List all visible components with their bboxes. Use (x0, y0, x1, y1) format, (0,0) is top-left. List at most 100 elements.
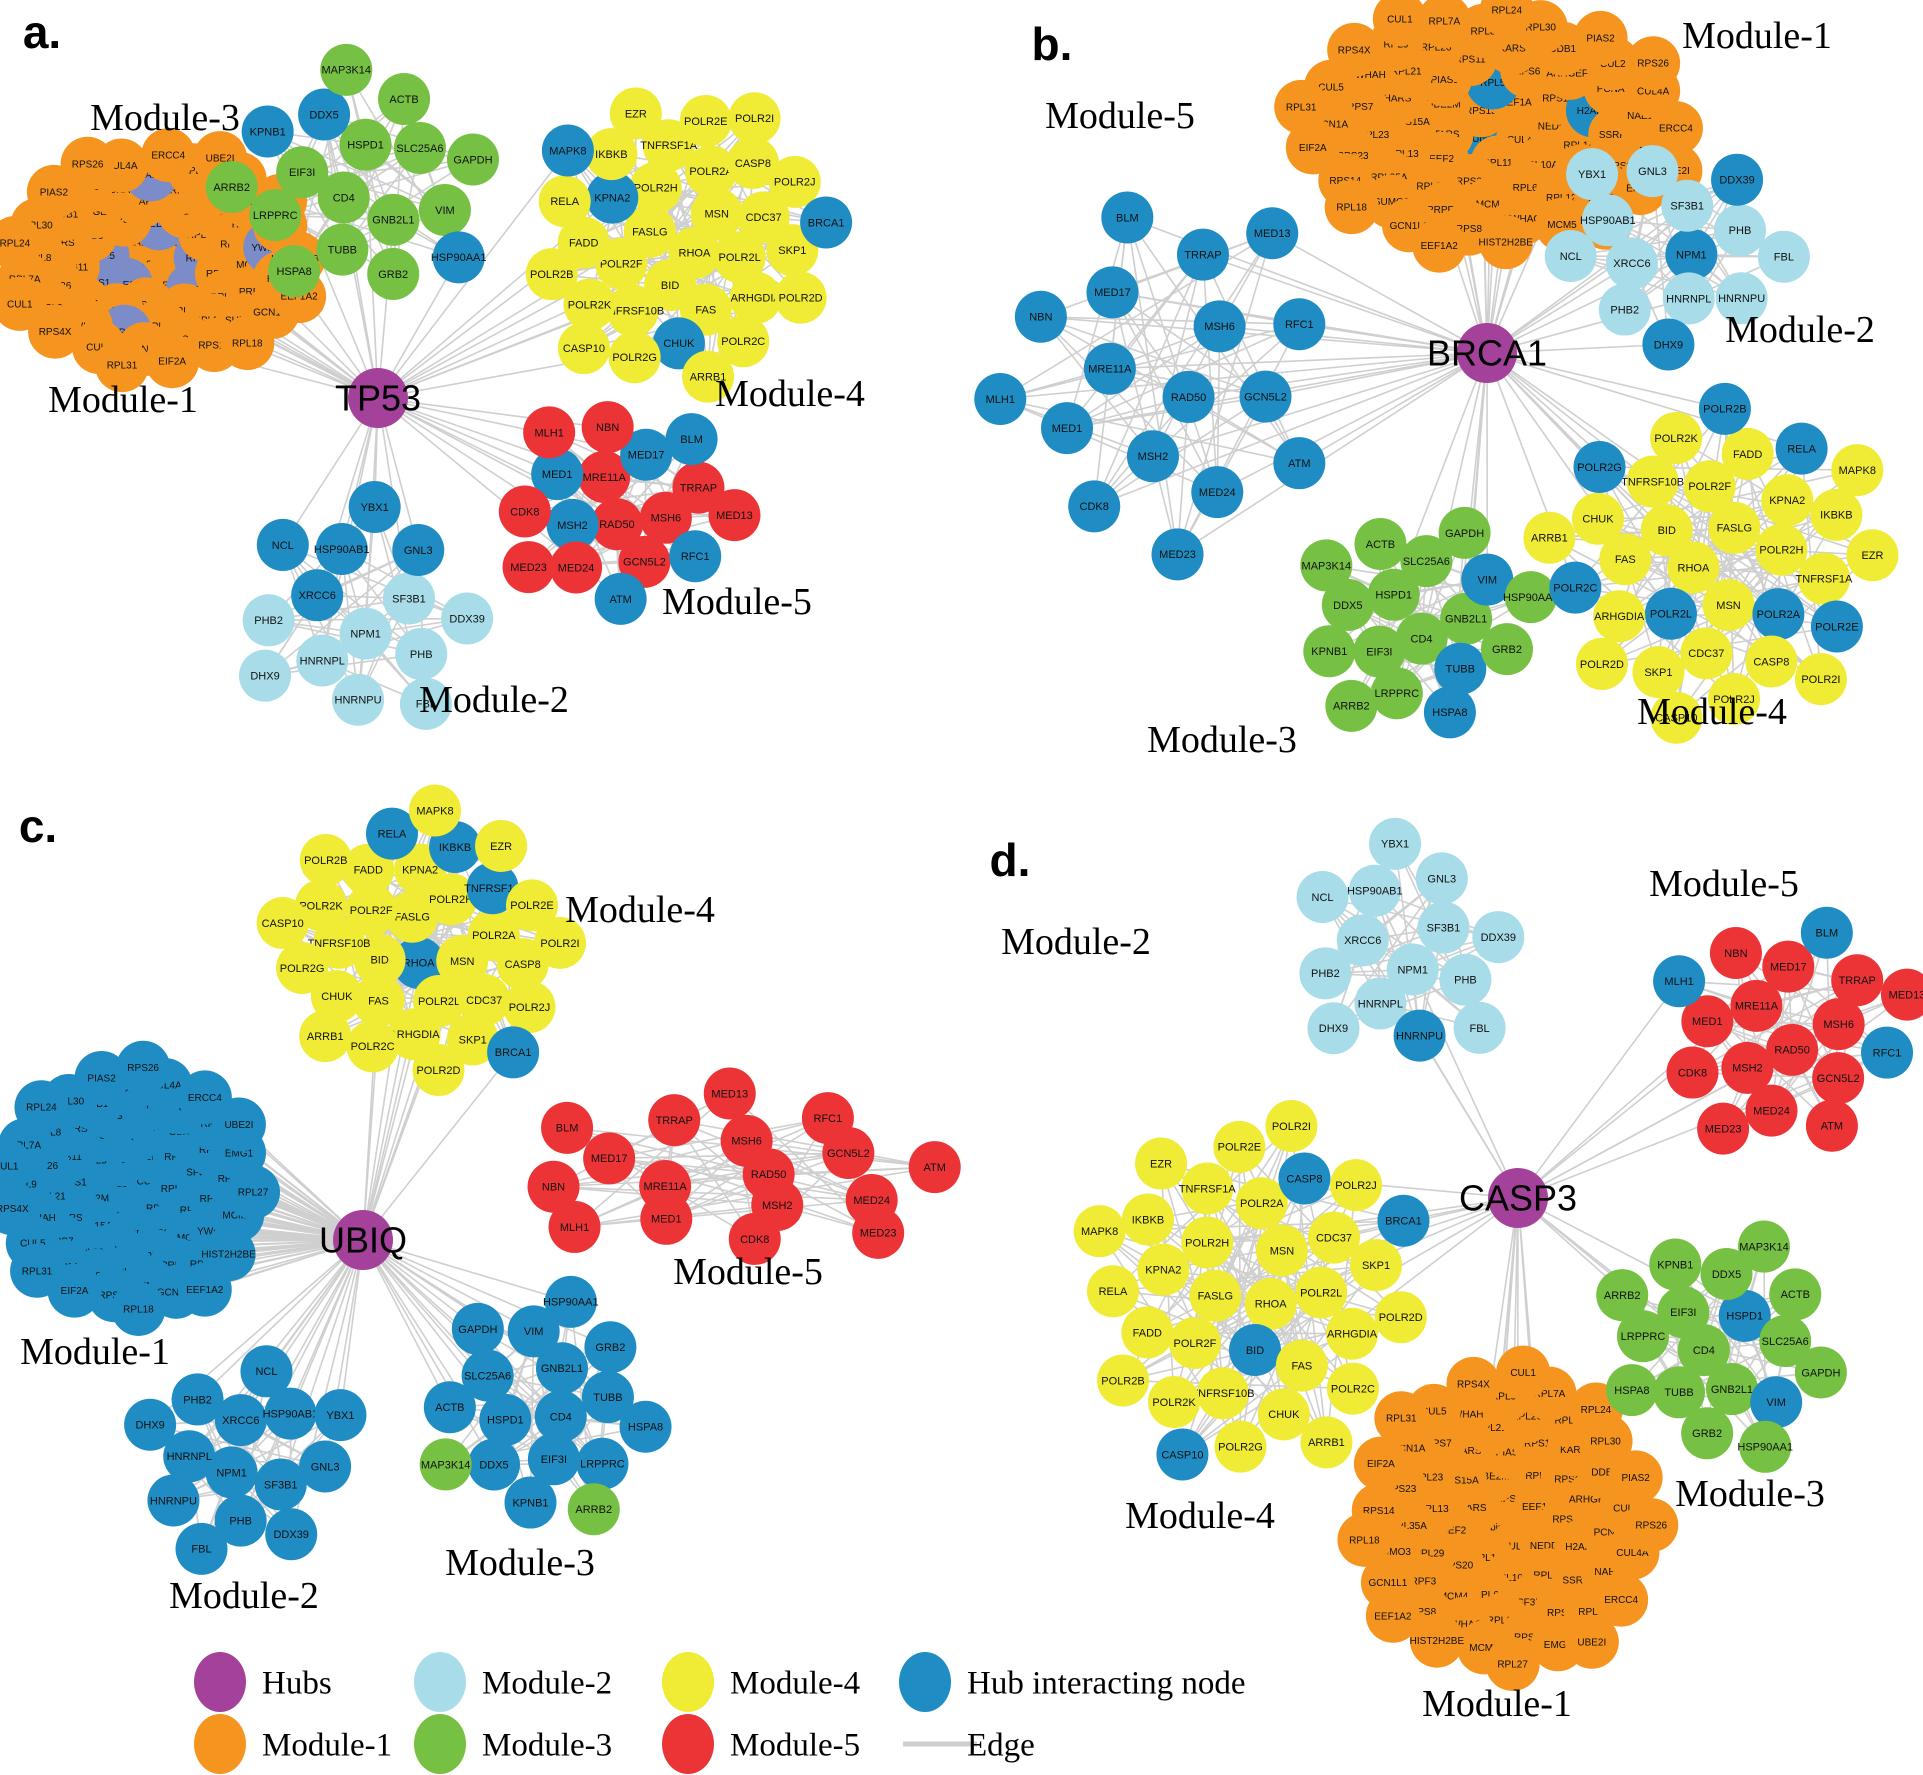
node-MED17 (1762, 940, 1815, 993)
node-label: POLR2E (510, 900, 553, 912)
node-label: GCN5L2 (827, 1148, 870, 1160)
node-POLR2A (1235, 1177, 1288, 1230)
node-label: POLR2B (1101, 1375, 1144, 1387)
node-label: HSPD1 (1726, 1311, 1763, 1323)
node-label: GRB2 (1692, 1428, 1722, 1440)
node-label: ATM (609, 594, 631, 606)
node-label: BID (1246, 1345, 1264, 1357)
node-EZR (609, 87, 662, 140)
node-EIF3I (1353, 625, 1406, 678)
node-POLR2H (1755, 523, 1808, 576)
legend-swatch-module-1 (194, 1714, 246, 1774)
node-MED23 (502, 541, 555, 594)
node-label: H2AFX (1577, 106, 1610, 117)
node-label: LRPPRC (1375, 688, 1420, 700)
node-label: POLR2C (1331, 1383, 1375, 1395)
node-CUL1 (0, 276, 47, 331)
node-label: CD4 (1411, 633, 1433, 645)
node-label: CASP8 (735, 158, 771, 170)
node-MSH6 (1193, 300, 1246, 353)
node-label: KARS (1499, 43, 1527, 54)
node-SLC25A6 (1400, 535, 1453, 588)
node-label: PHB (1729, 225, 1752, 237)
node-label: RAD50 (599, 519, 634, 531)
node-PHB2 (171, 1373, 224, 1426)
module-label: Module-4 (1637, 691, 1787, 733)
node-HSP90AB1 (264, 1387, 317, 1440)
node-label: RPL24 (1581, 1405, 1612, 1416)
node-label: XRCC6 (222, 1415, 259, 1427)
node-label: RPS6 (1514, 66, 1541, 77)
node-label: RPS2 (1514, 1632, 1541, 1643)
node-MED23 (1697, 1102, 1750, 1155)
node-label: POLR2A (472, 930, 516, 942)
node-label: ARRB1 (307, 1031, 344, 1043)
node-label: EEF1A2 (1374, 1611, 1412, 1622)
node-label: LRPPRC (580, 1459, 625, 1471)
node-label: NEDD8 (1538, 121, 1572, 132)
node-POLR2K (563, 278, 616, 331)
node-label: POLR2E (1218, 1142, 1261, 1154)
node-MLH1 (548, 1200, 601, 1253)
node-XRCC6 (291, 569, 344, 622)
node-label: SF3B1 (392, 593, 426, 605)
legend-swatch-module-3 (414, 1714, 466, 1774)
node-label: CDC37 (1688, 648, 1724, 660)
node-POLR2C (1549, 561, 1602, 614)
edge (1152, 254, 1204, 457)
node-LRPPRC (1616, 1310, 1669, 1363)
node-GNL3 (299, 1440, 352, 1493)
node-label: CDC37 (746, 212, 782, 224)
node-MED24 (1191, 466, 1244, 519)
node-label: YWHAH (1446, 1409, 1483, 1420)
node-CASP8 (1278, 1152, 1331, 1205)
node-RPL31 (10, 1243, 65, 1298)
node-label: TUBB (1664, 1387, 1693, 1399)
node-label: HSPD1 (487, 1415, 524, 1427)
node-label: RPL5 (1525, 1471, 1550, 1482)
node-label: MED1 (1692, 1016, 1723, 1028)
node-KPNB1 (1649, 1238, 1702, 1291)
node-CHUK (1571, 492, 1624, 545)
node-ATM (594, 572, 647, 625)
node-label: VIM (435, 205, 455, 217)
hub-edge (1216, 352, 1488, 493)
panel-letter: c. (19, 800, 57, 852)
node-label: CDK8 (1080, 501, 1109, 513)
legend-swatch-module-5 (662, 1714, 714, 1774)
node-HSP90AA1 (544, 1275, 597, 1328)
edge (1202, 254, 1219, 493)
node-label: POLR2L (1300, 1287, 1342, 1299)
hub-edge (1299, 323, 1488, 354)
node-label: CUL5 (1318, 82, 1344, 93)
hub-edge (1486, 205, 1688, 354)
node-RPL24 (0, 216, 42, 271)
node-label: RPS23 (1385, 1484, 1417, 1495)
node-label: TNFRSF10B (308, 938, 371, 950)
node-label: POLR2C (1553, 582, 1597, 594)
node-GNB2L1 (367, 193, 420, 246)
node-label: RPL26 (1421, 42, 1452, 53)
node-MAP3K14 (1737, 1220, 1790, 1273)
node-label: MAPK8 (416, 805, 453, 817)
node-label: RPS14 (98, 1291, 130, 1302)
node-label: TNFRSF10B (1621, 476, 1684, 488)
node-label: VIM (1766, 1397, 1786, 1409)
node-KPNA2 (1761, 474, 1814, 527)
node-MED1 (1681, 995, 1734, 1048)
node-MAPK8 (541, 124, 594, 177)
node-label: ACTB (1781, 1289, 1810, 1301)
node-label: MSH6 (731, 1136, 762, 1148)
node-RPL31 (1274, 79, 1329, 134)
node-label: FASLG (632, 227, 667, 239)
node-DHX9 (124, 1398, 177, 1451)
node-label: SF3B1 (1427, 922, 1461, 934)
node-PIAS2 (1573, 10, 1628, 65)
nodes-layer: Ubiq RPS13 CUL4B TARS EEF1A1 RPL11 UBE2M NEDD8 E… (0, 0, 1923, 1691)
legend-label: Edge (967, 1728, 1035, 1764)
node-label: MED24 (1199, 487, 1236, 499)
node-CASP10 (1650, 691, 1703, 744)
node-label: HSP90AB1 (1347, 886, 1403, 898)
node-GRB2 (1681, 1407, 1734, 1460)
node-label: FADD (569, 238, 598, 250)
